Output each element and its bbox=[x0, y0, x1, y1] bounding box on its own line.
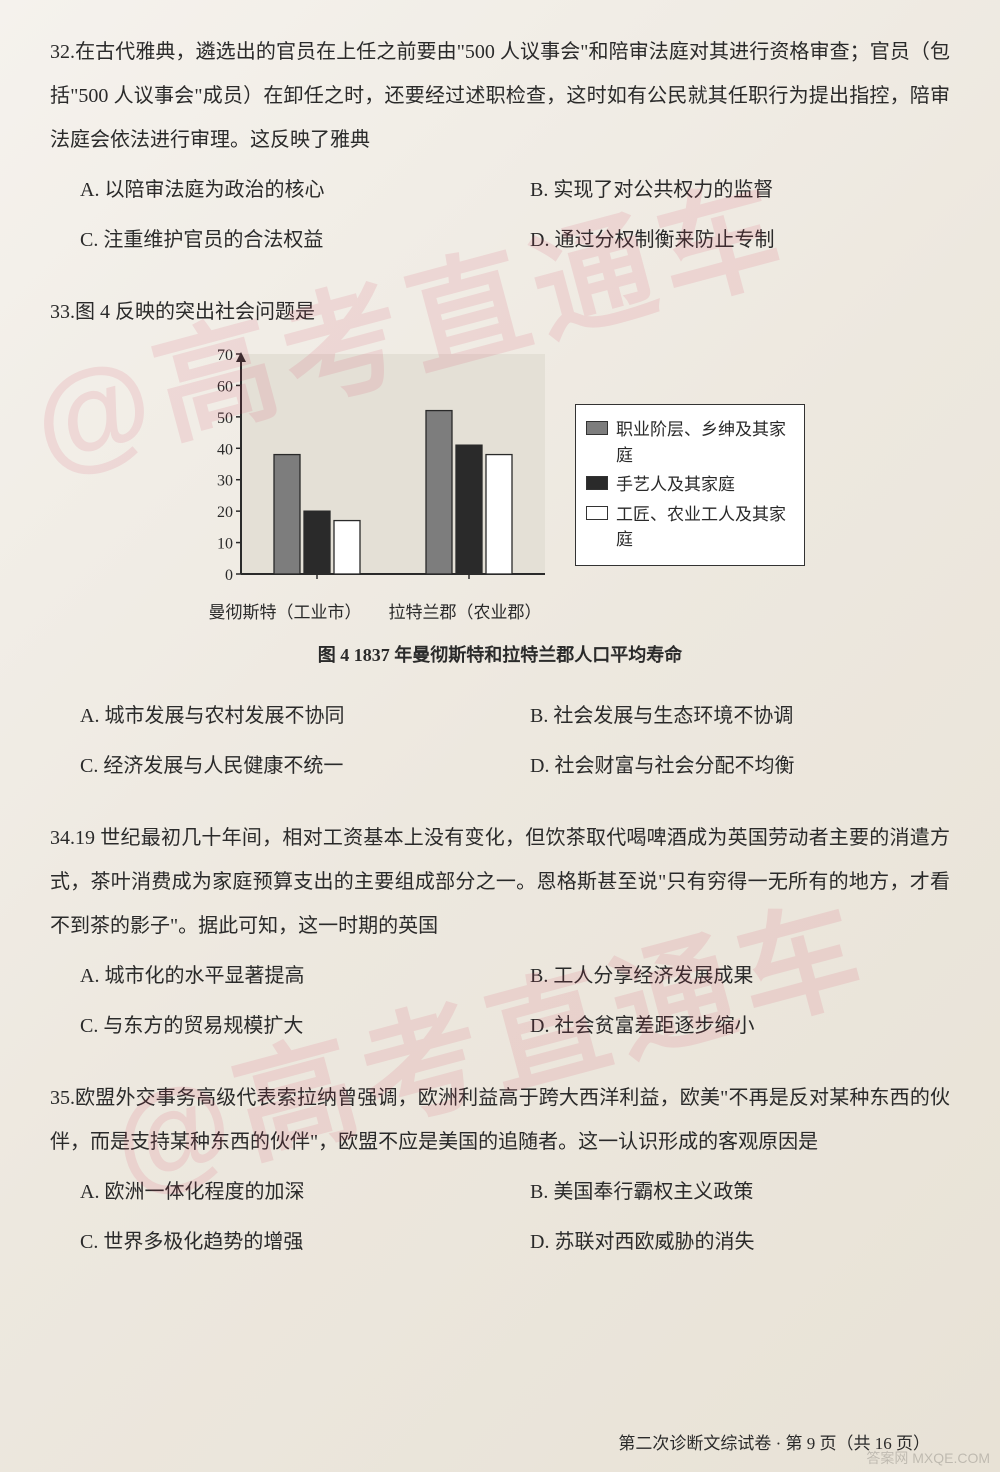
q33-text: 图 4 反映的突出社会问题是 bbox=[75, 301, 315, 323]
legend-label-0: 职业阶层、乡绅及其家庭 bbox=[616, 417, 794, 468]
q32-number: 32. bbox=[50, 41, 75, 63]
q35-option-d: D. 苏联对西欧威胁的消失 bbox=[500, 1220, 950, 1264]
q34-option-a: A. 城市化的水平显著提高 bbox=[50, 954, 500, 998]
q34-option-b: B. 工人分享经济发展成果 bbox=[500, 954, 950, 998]
svg-text:70: 70 bbox=[217, 347, 233, 364]
legend-label-1: 手艺人及其家庭 bbox=[616, 472, 735, 498]
chart-x-label-0: 曼彻斯特（工业市） bbox=[195, 602, 375, 624]
svg-text:40: 40 bbox=[217, 441, 233, 458]
legend-item-0: 职业阶层、乡绅及其家庭 bbox=[586, 417, 794, 468]
legend-item-1: 手艺人及其家庭 bbox=[586, 472, 794, 498]
q33-option-b: B. 社会发展与生态环境不协调 bbox=[500, 694, 950, 738]
q32-option-c: C. 注重维护官员的合法权益 bbox=[50, 218, 500, 262]
q33-option-a: A. 城市发展与农村发展不协同 bbox=[50, 694, 500, 738]
legend-item-2: 工匠、农业工人及其家庭 bbox=[586, 502, 794, 553]
q32-option-a: A. 以陪审法庭为政治的核心 bbox=[50, 168, 500, 212]
bar-chart-svg: 0 10 20 30 40 50 60 70 bbox=[195, 344, 555, 584]
chart-x-label-1: 拉特兰郡（农业郡） bbox=[375, 602, 555, 624]
svg-text:10: 10 bbox=[217, 536, 233, 553]
question-32: 32.在古代雅典，遴选出的官员在上任之前要由"500 人议事会"和陪审法庭对其进… bbox=[50, 30, 950, 262]
q33-stem: 33.图 4 反映的突出社会问题是 bbox=[50, 290, 950, 334]
svg-text:30: 30 bbox=[217, 473, 233, 490]
chart-figure-4: 0 10 20 30 40 50 60 70 曼彻斯特（工业市） 拉特兰郡（农业郡） 职业阶层… bbox=[50, 344, 950, 624]
svg-text:60: 60 bbox=[217, 378, 233, 395]
legend-swatch-1 bbox=[586, 476, 608, 490]
q33-number: 33. bbox=[50, 301, 75, 323]
legend-label-2: 工匠、农业工人及其家庭 bbox=[616, 502, 794, 553]
q35-option-a: A. 欧洲一体化程度的加深 bbox=[50, 1170, 500, 1214]
q35-text: 欧盟外交事务高级代表索拉纳曾强调，欧洲利益高于跨大西洋利益，欧美"不再是反对某种… bbox=[50, 1087, 950, 1153]
chart-caption: 图 4 1837 年曼彻斯特和拉特兰郡人口平均寿命 bbox=[50, 636, 950, 676]
q34-option-c: C. 与东方的贸易规模扩大 bbox=[50, 1004, 500, 1048]
corner-watermark: 答案网 MXQE.COM bbox=[866, 1451, 990, 1466]
q32-option-b: B. 实现了对公共权力的监督 bbox=[500, 168, 950, 212]
chart-x-labels: 曼彻斯特（工业市） 拉特兰郡（农业郡） bbox=[195, 602, 555, 624]
q32-stem: 32.在古代雅典，遴选出的官员在上任之前要由"500 人议事会"和陪审法庭对其进… bbox=[50, 30, 950, 162]
q35-stem: 35.欧盟外交事务高级代表索拉纳曾强调，欧洲利益高于跨大西洋利益，欧美"不再是反… bbox=[50, 1076, 950, 1164]
q33-option-c: C. 经济发展与人民健康不统一 bbox=[50, 744, 500, 788]
q33-option-d: D. 社会财富与社会分配不均衡 bbox=[500, 744, 950, 788]
q35-option-c: C. 世界多极化趋势的增强 bbox=[50, 1220, 500, 1264]
svg-text:0: 0 bbox=[225, 567, 233, 584]
q34-text: 19 世纪最初几十年间，相对工资基本上没有变化，但饮茶取代喝啤酒成为英国劳动者主… bbox=[50, 827, 950, 937]
question-35: 35.欧盟外交事务高级代表索拉纳曾强调，欧洲利益高于跨大西洋利益，欧美"不再是反… bbox=[50, 1076, 950, 1264]
legend-swatch-2 bbox=[586, 506, 608, 520]
svg-text:20: 20 bbox=[217, 504, 233, 521]
q32-option-d: D. 通过分权制衡来防止专制 bbox=[500, 218, 950, 262]
svg-text:50: 50 bbox=[217, 410, 233, 427]
question-34: 34.19 世纪最初几十年间，相对工资基本上没有变化，但饮茶取代喝啤酒成为英国劳… bbox=[50, 816, 950, 1048]
chart-legend: 职业阶层、乡绅及其家庭 手艺人及其家庭 工匠、农业工人及其家庭 bbox=[575, 404, 805, 566]
question-33: 33.图 4 反映的突出社会问题是 0 10 20 30 40 50 60 70 曼彻斯特（工… bbox=[50, 290, 950, 788]
q34-stem: 34.19 世纪最初几十年间，相对工资基本上没有变化，但饮茶取代喝啤酒成为英国劳… bbox=[50, 816, 950, 948]
q34-option-d: D. 社会贫富差距逐步缩小 bbox=[500, 1004, 950, 1048]
q32-text: 在古代雅典，遴选出的官员在上任之前要由"500 人议事会"和陪审法庭对其进行资格… bbox=[50, 41, 950, 151]
legend-swatch-0 bbox=[586, 421, 608, 435]
q35-option-b: B. 美国奉行霸权主义政策 bbox=[500, 1170, 950, 1214]
q35-number: 35. bbox=[50, 1087, 75, 1109]
q34-number: 34. bbox=[50, 827, 75, 849]
